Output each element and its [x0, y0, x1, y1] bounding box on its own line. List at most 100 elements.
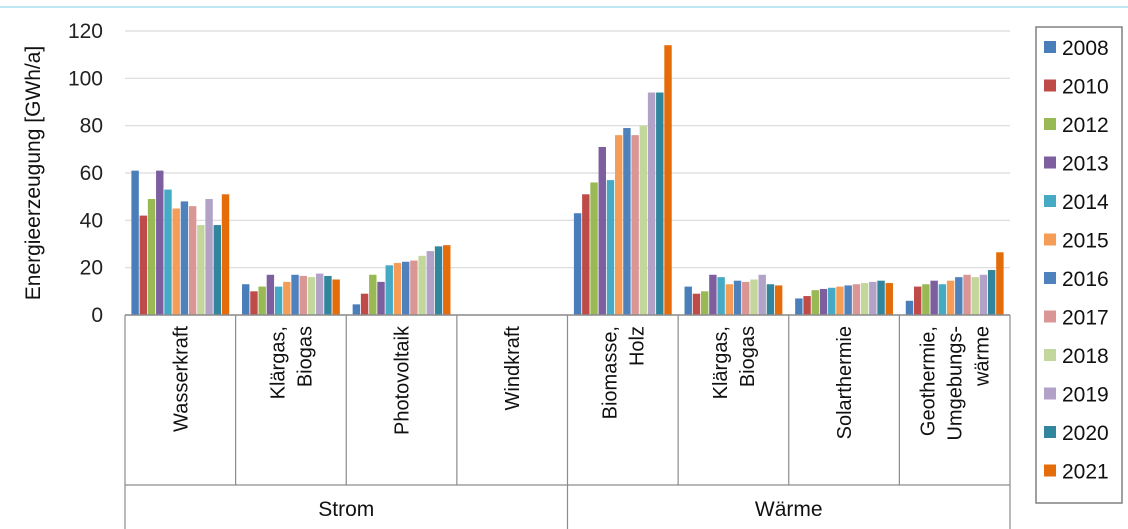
legend-swatch — [1044, 79, 1056, 92]
bar — [852, 284, 861, 315]
y-tick-label: 80 — [80, 115, 103, 138]
bar — [639, 125, 648, 316]
legend-swatch — [1044, 195, 1056, 207]
bar — [434, 246, 443, 315]
x-tick-label: Solarthermie — [834, 326, 856, 439]
legend-swatch — [1044, 426, 1056, 438]
bar — [352, 304, 361, 315]
bar — [598, 146, 606, 315]
bar — [242, 284, 250, 315]
bar — [631, 135, 639, 315]
bar — [213, 225, 222, 315]
legend-label: 2019 — [1062, 384, 1109, 407]
bar — [258, 286, 266, 315]
bar — [205, 199, 213, 315]
bar — [877, 280, 885, 315]
y-tick-label: 60 — [80, 162, 103, 185]
bar — [401, 261, 410, 315]
bar — [131, 170, 139, 315]
group-label: Wärme — [755, 498, 823, 521]
bar — [172, 208, 180, 315]
bar — [774, 285, 783, 315]
bar — [139, 215, 148, 315]
bar — [836, 286, 844, 315]
bar — [766, 284, 775, 315]
bar — [582, 194, 590, 315]
bar — [266, 274, 275, 315]
bar — [733, 280, 742, 315]
bar — [828, 287, 836, 315]
bar — [684, 286, 692, 315]
bar — [180, 201, 189, 315]
bar — [385, 265, 393, 315]
legend-label: 2010 — [1062, 76, 1109, 99]
legend-label: 2021 — [1062, 461, 1109, 484]
x-tick-label: Umgebungs- — [945, 326, 967, 441]
legend-label: 2008 — [1062, 37, 1109, 60]
bar — [156, 170, 164, 315]
legend-label: 2017 — [1062, 307, 1109, 330]
bar — [996, 252, 1004, 315]
x-tick-label: Holz — [626, 326, 648, 366]
bar — [885, 283, 893, 315]
bar — [221, 194, 230, 315]
category-labels: Wasserkraft Klärgas, Biogas Photovoltaik Win… — [170, 325, 993, 441]
bar — [377, 281, 385, 315]
x-tick-label: Photovoltaik — [392, 325, 414, 435]
bar — [410, 260, 418, 315]
legend: 2008 2010 2012 2013 2014 2015 2016 2017 2018 2019… — [1035, 26, 1123, 504]
bar — [426, 251, 435, 315]
legend-label: 2014 — [1062, 191, 1109, 214]
legend-label: 2016 — [1062, 268, 1109, 291]
bar — [656, 92, 664, 316]
bar — [922, 284, 930, 315]
bar — [418, 255, 426, 315]
legend-label: 2020 — [1062, 422, 1109, 445]
bar — [709, 274, 717, 315]
y-tick-label: 120 — [68, 20, 103, 43]
bar — [360, 293, 369, 315]
group-labels: Strom Wärme — [318, 498, 822, 521]
bar — [758, 274, 766, 315]
bar — [623, 128, 631, 315]
x-tick-label: Geothermie, — [918, 326, 940, 436]
legend-label: 2015 — [1062, 230, 1109, 253]
bar — [188, 206, 197, 315]
x-tick-label: Biomasse, — [599, 326, 621, 419]
bar — [938, 284, 947, 315]
y-axis-label: Energieerzeugung [GWh/a] — [22, 46, 45, 300]
x-tick-label: Wasserkraft — [170, 326, 192, 432]
bar — [590, 182, 598, 315]
bar — [905, 300, 914, 315]
bar — [869, 281, 877, 315]
gridlines — [125, 30, 1010, 316]
bar — [324, 275, 332, 315]
bar — [283, 281, 291, 315]
bar — [930, 280, 938, 315]
bar — [647, 92, 656, 316]
bar — [725, 284, 734, 315]
legend-swatch — [1044, 118, 1056, 130]
bar — [811, 290, 820, 315]
bar — [979, 274, 988, 315]
bar — [971, 277, 979, 315]
bar — [987, 270, 996, 315]
y-tick-label: 20 — [80, 257, 103, 280]
legend-swatch — [1044, 156, 1056, 169]
legend-swatch — [1044, 387, 1056, 400]
bar — [393, 262, 402, 315]
x-tick-label: Klärgas, — [710, 326, 732, 399]
bar — [614, 135, 623, 315]
bar — [147, 199, 156, 315]
bar — [664, 45, 672, 315]
x-tick-label: Windkraft — [502, 326, 524, 411]
bar — [299, 275, 307, 315]
bar — [332, 279, 340, 315]
bar — [717, 277, 725, 315]
x-tick-label: Biogas — [294, 326, 316, 387]
bar — [860, 283, 869, 315]
y-axis-ticks: 0 20 40 60 80 100 120 — [68, 20, 103, 327]
bar — [946, 280, 955, 315]
legend-label: 2018 — [1062, 345, 1109, 368]
